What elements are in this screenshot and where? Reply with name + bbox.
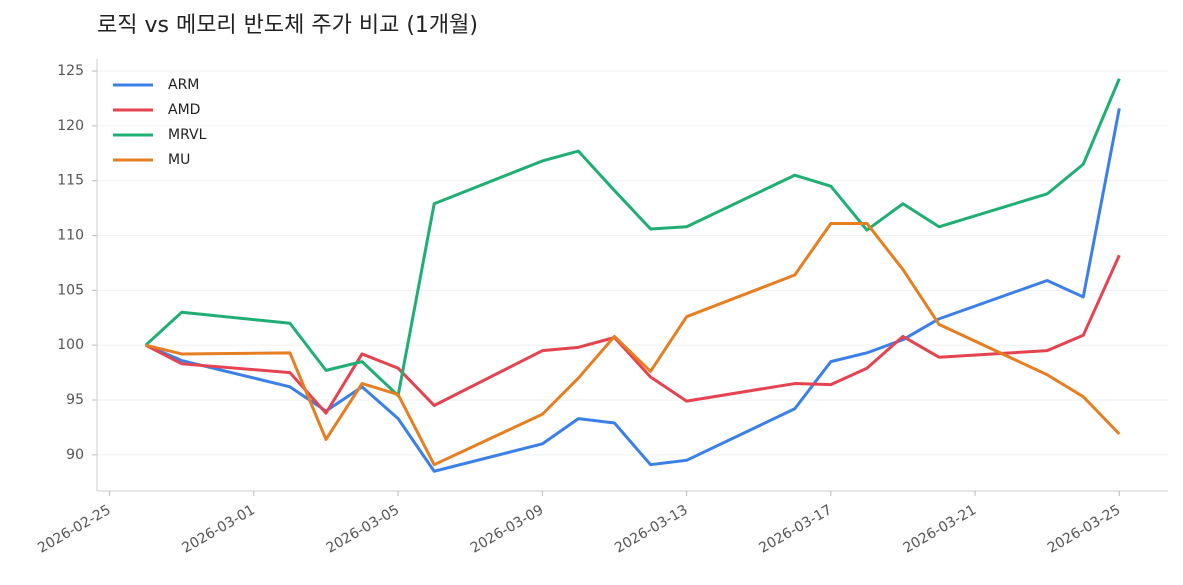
x-tick-label: 2026-03-25 [1045, 502, 1123, 557]
x-tick-label: 2026-03-17 [756, 502, 834, 557]
series-line [144, 254, 1121, 415]
y-tick-label: 105 [57, 282, 84, 298]
series-line [145, 108, 1121, 473]
x-tick-label: 2026-03-05 [324, 502, 402, 557]
legend-label: ARM [168, 77, 199, 93]
x-tick-label: 2026-02-25 [35, 502, 113, 557]
y-tick-label: 110 [57, 228, 84, 244]
x-tick-label: 2026-03-13 [612, 502, 690, 557]
series-line [144, 78, 1121, 398]
chart-title: 로직 vs 메모리 반도체 주가 비교 (1개월) [97, 13, 478, 38]
x-tick-label: 2026-03-21 [901, 502, 979, 557]
legend-label: MRVL [168, 127, 207, 143]
legend-label: AMD [168, 102, 200, 118]
legend-label: MU [168, 152, 190, 168]
y-tick-label: 90 [66, 447, 84, 463]
x-tick-label: 2026-03-01 [179, 502, 257, 557]
y-tick-label: 100 [57, 337, 84, 353]
y-tick-label: 115 [57, 173, 84, 189]
y-tick-label: 95 [66, 392, 84, 408]
y-tick-label: 125 [57, 63, 84, 79]
series-line [145, 221, 1121, 467]
x-tick-label: 2026-03-09 [468, 502, 546, 557]
y-tick-label: 120 [57, 118, 84, 134]
